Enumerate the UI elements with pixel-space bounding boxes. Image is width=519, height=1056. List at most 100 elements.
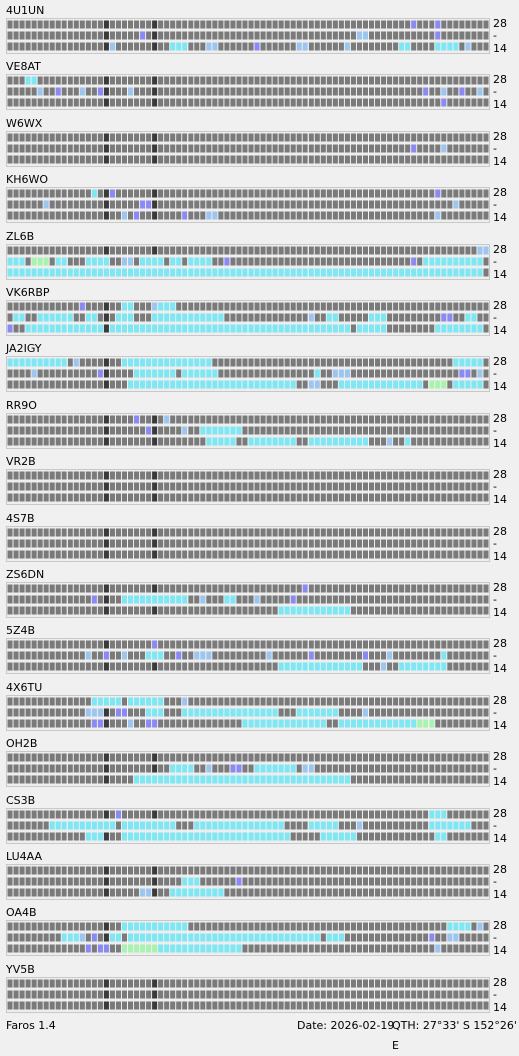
activity-cell xyxy=(91,719,97,728)
activity-cell xyxy=(453,42,459,51)
activity-cell xyxy=(140,528,146,537)
activity-cell xyxy=(67,302,73,311)
activity-cell xyxy=(260,708,266,717)
activity-cell xyxy=(399,189,405,198)
activity-cell xyxy=(128,606,134,615)
activity-cell xyxy=(134,313,140,322)
activity-cell xyxy=(393,933,399,942)
activity-cell xyxy=(290,595,296,604)
band-scale: 28-14 xyxy=(493,129,519,169)
activity-cell xyxy=(146,662,152,671)
activity-cell xyxy=(134,324,140,333)
activity-cell xyxy=(224,369,230,378)
activity-cell xyxy=(411,493,417,502)
activity-cell xyxy=(19,832,25,841)
activity-cell xyxy=(31,753,37,762)
activity-cell xyxy=(381,821,387,830)
activity-cell xyxy=(7,606,13,615)
activity-cell xyxy=(423,437,429,446)
activity-cell xyxy=(164,380,170,389)
activity-cell xyxy=(49,42,55,51)
activity-cell xyxy=(91,606,97,615)
activity-cell xyxy=(375,426,381,435)
activity-cell xyxy=(7,764,13,773)
activity-cell xyxy=(302,369,308,378)
activity-cell xyxy=(55,708,61,717)
activity-cell xyxy=(13,437,19,446)
activity-cell xyxy=(67,200,73,209)
activity-cell xyxy=(79,866,85,875)
activity-cell xyxy=(254,944,260,953)
activity-cell xyxy=(254,697,260,706)
activity-cell xyxy=(405,708,411,717)
activity-cell xyxy=(218,482,224,491)
activity-cell xyxy=(459,257,465,266)
activity-cell xyxy=(369,302,375,311)
activity-cell xyxy=(182,189,188,198)
activity-cell xyxy=(37,753,43,762)
activity-cell xyxy=(405,866,411,875)
activity-cell xyxy=(296,493,302,502)
activity-cell xyxy=(61,888,67,897)
activity-cell xyxy=(471,493,477,502)
band-activity-grid xyxy=(6,864,490,900)
activity-cell xyxy=(146,189,152,198)
activity-cell xyxy=(49,133,55,142)
activity-cell xyxy=(134,415,140,424)
activity-cell xyxy=(37,933,43,942)
activity-cell xyxy=(218,764,224,773)
activity-cell xyxy=(236,1001,242,1010)
activity-cell xyxy=(79,268,85,277)
activity-cell xyxy=(85,211,91,220)
activity-cell xyxy=(350,764,356,773)
activity-cell xyxy=(73,358,79,367)
activity-cell xyxy=(230,324,236,333)
activity-cell xyxy=(302,888,308,897)
activity-cell xyxy=(284,539,290,548)
activity-cell xyxy=(7,482,13,491)
activity-cell xyxy=(115,155,121,164)
activity-cell xyxy=(290,866,296,875)
activity-cell xyxy=(43,821,49,830)
activity-cell xyxy=(61,651,67,660)
activity-cell xyxy=(284,810,290,819)
activity-cell xyxy=(332,42,338,51)
activity-cell xyxy=(296,246,302,255)
activity-cell xyxy=(429,719,435,728)
band-label-14: 14 xyxy=(493,211,507,225)
activity-cell xyxy=(477,358,483,367)
activity-cell xyxy=(146,697,152,706)
activity-cell xyxy=(411,211,417,220)
activity-cell xyxy=(471,528,477,537)
activity-cell xyxy=(13,979,19,988)
activity-cell xyxy=(49,584,55,593)
activity-cell xyxy=(188,380,194,389)
activity-cell xyxy=(37,877,43,886)
activity-cell xyxy=(67,144,73,153)
activity-cell xyxy=(471,133,477,142)
beacon-panel: 4X6TU 28-14 xyxy=(0,679,519,735)
activity-cell xyxy=(290,155,296,164)
band-label-28: 28 xyxy=(493,299,507,312)
activity-cell xyxy=(405,76,411,85)
activity-cell xyxy=(170,257,176,266)
activity-cell xyxy=(206,584,212,593)
activity-cell xyxy=(465,20,471,29)
activity-cell xyxy=(471,979,477,988)
activity-cell xyxy=(284,426,290,435)
activity-cell xyxy=(465,719,471,728)
activity-cell xyxy=(411,584,417,593)
activity-cell xyxy=(284,550,290,559)
activity-cell xyxy=(453,31,459,40)
activity-cell xyxy=(272,87,278,96)
activity-cell xyxy=(67,877,73,886)
activity-cell xyxy=(91,821,97,830)
activity-cell xyxy=(67,471,73,480)
activity-cell xyxy=(49,990,55,999)
activity-cell xyxy=(375,98,381,107)
activity-cell xyxy=(109,144,115,153)
activity-cell xyxy=(200,257,206,266)
activity-cell xyxy=(362,358,369,367)
activity-cell xyxy=(393,651,399,660)
activity-cell xyxy=(356,324,362,333)
